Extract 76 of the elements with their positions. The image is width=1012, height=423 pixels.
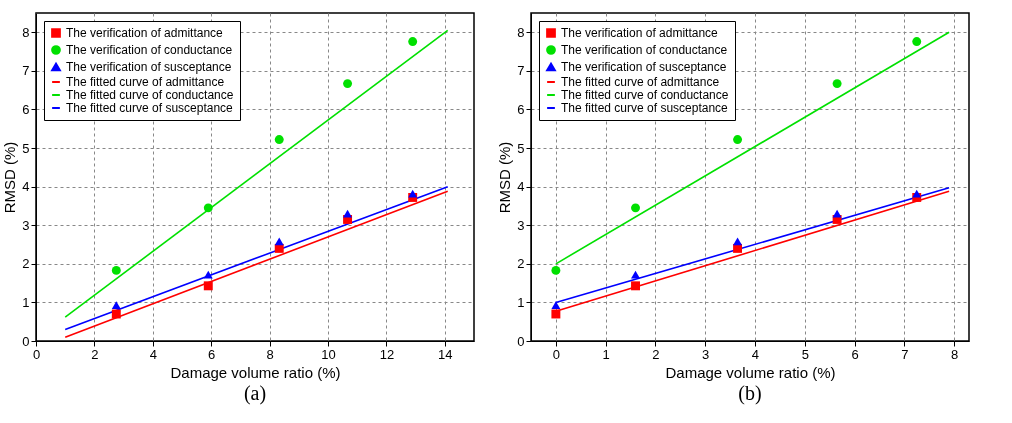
point — [343, 209, 353, 218]
x-axis-title: Damage volume ratio (%) — [665, 363, 836, 381]
x-tick-label: 12 — [379, 346, 395, 362]
y-axis-title: RMSD (%) — [1, 141, 19, 214]
y-tick-label: 8 — [517, 24, 525, 40]
legend-label: The verification of conductance — [66, 43, 233, 57]
x-tick-label: 6 — [851, 346, 859, 362]
y-tick-label: 6 — [517, 101, 525, 117]
x-tick-label: 8 — [266, 346, 274, 362]
text: (b) — [738, 382, 762, 405]
x-tick-label: 4 — [149, 346, 157, 362]
point — [631, 270, 640, 279]
point — [274, 135, 284, 145]
x-tick-label: 8 — [950, 346, 959, 362]
point — [111, 265, 121, 275]
point — [408, 37, 418, 47]
x-tick-label: 0 — [552, 346, 560, 362]
x-tick-label: 14 — [438, 346, 453, 362]
y-tick-label: 0 — [517, 333, 525, 349]
point — [832, 79, 842, 89]
x-tick-label: 5 — [801, 346, 809, 362]
point — [832, 209, 842, 218]
point — [912, 37, 922, 47]
y-tick-label: 3 — [517, 217, 525, 233]
y-tick-label: 4 — [22, 179, 30, 195]
point — [111, 301, 121, 309]
legend-label: The fitted curve of conductance — [561, 88, 729, 102]
legend-label: The verification of admittance — [66, 26, 224, 40]
text: (a) — [243, 382, 267, 405]
legend-label: The fitted curve of susceptance — [561, 101, 729, 115]
legend-label: The fitted curve of admittance — [66, 75, 225, 89]
legend-label: The verification of susceptance — [66, 60, 232, 74]
legend-label: The verification of conductance — [561, 43, 728, 57]
x-tick-label: 2 — [652, 346, 660, 362]
x-tick-label: 6 — [208, 346, 216, 362]
point — [203, 270, 213, 279]
y-tick-label: 7 — [517, 63, 525, 79]
legend-label: The verification of susceptance — [561, 60, 727, 74]
y-tick-label: 5 — [517, 140, 525, 156]
y-tick-label: 1 — [22, 294, 30, 310]
point — [203, 203, 213, 213]
point — [733, 135, 743, 145]
legend-label: The fitted curve of conductance — [66, 88, 234, 102]
y-tick-label: 7 — [22, 63, 30, 79]
x-axis-title: Damage volume ratio (%) — [170, 363, 341, 381]
point — [631, 203, 640, 213]
legend-label: The verification of admittance — [561, 26, 719, 40]
y-tick-label: 3 — [22, 217, 30, 233]
point — [733, 237, 743, 246]
y-tick-label: 6 — [22, 101, 30, 117]
x-tick-label: 3 — [702, 346, 710, 362]
x-tick-label: 10 — [321, 346, 336, 362]
x-tick-label: 2 — [91, 346, 99, 362]
x-tick-label: 4 — [751, 346, 760, 362]
y-axis-title: RMSD (%) — [496, 141, 514, 214]
point — [203, 281, 213, 291]
point — [631, 281, 640, 291]
y-tick-label: 2 — [517, 256, 525, 272]
x-tick-label: 7 — [901, 346, 909, 362]
y-tick-label: 4 — [517, 179, 525, 195]
point — [551, 301, 561, 309]
y-tick-label: 2 — [22, 256, 30, 272]
point — [551, 265, 561, 275]
point — [343, 79, 353, 89]
legend-label: The fitted curve of susceptance — [66, 101, 234, 115]
point — [111, 309, 121, 319]
point — [274, 243, 284, 253]
point — [551, 309, 561, 319]
x-tick-label: 0 — [32, 346, 41, 362]
x-tick-label: 1 — [602, 346, 610, 362]
legend-label: The fitted curve of admittance — [561, 75, 720, 89]
y-tick-label: 0 — [22, 333, 30, 349]
y-tick-label: 8 — [22, 24, 30, 40]
y-tick-label: 1 — [517, 294, 525, 310]
y-tick-label: 5 — [22, 140, 30, 156]
point — [733, 243, 743, 253]
